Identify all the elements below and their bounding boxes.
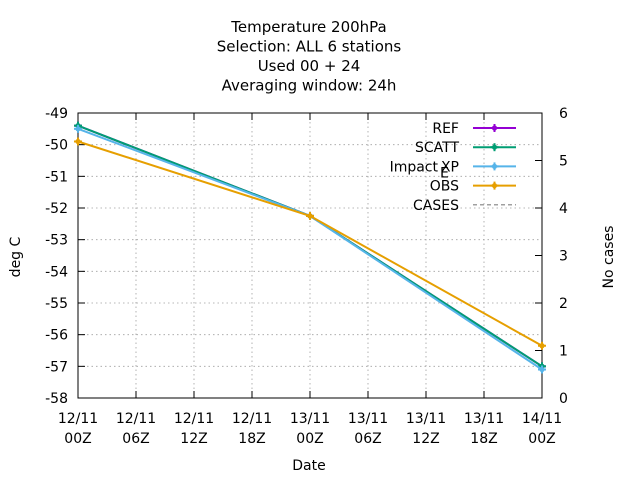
y-tick-label: -58 — [45, 391, 68, 407]
y2-axis-label: No cases — [601, 226, 617, 289]
y-tick-label: -52 — [45, 201, 68, 217]
y-tick-label: -50 — [45, 138, 68, 154]
y-tick-label: -51 — [45, 169, 68, 185]
x-tick-label-time: 18Z — [470, 431, 497, 447]
y-tick-label: -54 — [45, 264, 68, 280]
y2-tick-label: 4 — [559, 201, 568, 217]
x-tick-label-date: 12/11 — [174, 411, 214, 427]
chart-title-line: Selection: ALL 6 stations — [217, 38, 402, 56]
x-tick-label-date: 14/11 — [522, 411, 562, 427]
legend: REF SCATT Impact EXP OBS CASES — [390, 121, 516, 214]
x-tick-label-date: 13/11 — [464, 411, 504, 427]
series — [74, 121, 546, 374]
legend-label-ref: REF — [432, 121, 459, 137]
series-obs-point — [539, 343, 545, 349]
y2-tick-label: 3 — [559, 249, 568, 265]
x-tick-label-time: 06Z — [354, 431, 381, 447]
grid — [78, 113, 542, 398]
x-tick-label-time: 06Z — [122, 431, 149, 447]
chart-title: Temperature 200hPa Selection: ALL 6 stati… — [217, 18, 402, 95]
x-tick-label-time: 12Z — [412, 431, 439, 447]
y-tick-label: -53 — [45, 233, 68, 249]
legend-label-scatt: SCATT — [415, 140, 459, 156]
legend-label-cases: CASES — [413, 198, 459, 214]
y-tick-label: -57 — [45, 359, 68, 375]
legend-label-sub-impact-exp: E — [440, 165, 449, 181]
y-tick-label: -56 — [45, 328, 68, 344]
legend-obs-point — [491, 183, 498, 189]
legend-label-impact-exp: Impact — [390, 159, 439, 175]
chart-title-line: Averaging window: 24h — [222, 77, 397, 95]
chart-title-line: Used 00 + 24 — [258, 57, 361, 75]
legend-ref-point — [491, 125, 498, 131]
x-tick-label-time: 18Z — [238, 431, 265, 447]
legend-impact-exp-point — [491, 163, 498, 169]
y-axis-label: deg C — [8, 236, 24, 277]
series-obs-point — [75, 138, 81, 145]
y-tick-label: -55 — [45, 296, 68, 312]
x-tick-label-date: 13/11 — [348, 411, 388, 427]
x-tick-label-date: 12/11 — [232, 411, 272, 427]
y2-tick-label: 5 — [559, 154, 568, 170]
y2-tick-label: 6 — [559, 106, 568, 122]
x-tick-label-date: 13/11 — [406, 411, 446, 427]
chart-title-line: Temperature 200hPa — [230, 18, 387, 36]
legend-scatt-point — [491, 144, 498, 150]
series-impact-exp-point — [75, 126, 81, 132]
x-tick-label-date: 13/11 — [290, 411, 330, 427]
y2-tick-label: 1 — [559, 344, 568, 360]
legend-label-rest-impact-exp: XP — [441, 159, 459, 175]
series-impact-exp-point — [539, 366, 545, 373]
series-obs — [74, 137, 546, 350]
y2-tick-label: 2 — [559, 296, 568, 312]
y-tick-label: -49 — [45, 106, 68, 122]
series-obs-point — [307, 213, 313, 219]
x-tick-label-date: 12/11 — [58, 411, 98, 427]
x-tick-label-time: 00Z — [296, 431, 323, 447]
x-tick-label-time: 12Z — [180, 431, 207, 447]
x-tick-label-date: 12/11 — [116, 411, 156, 427]
legend-label-obs: OBS — [430, 179, 459, 195]
y2-tick-label: 0 — [559, 391, 568, 407]
axes: -49 -50 -51 -52 -53 -54 -55 -56 -57 -58 6 5 4 3 2 1 0 12/… — [45, 106, 568, 447]
x-axis-label: Date — [292, 458, 325, 474]
x-tick-label-time: 00Z — [64, 431, 91, 447]
x-tick-label-time: 00Z — [528, 431, 555, 447]
